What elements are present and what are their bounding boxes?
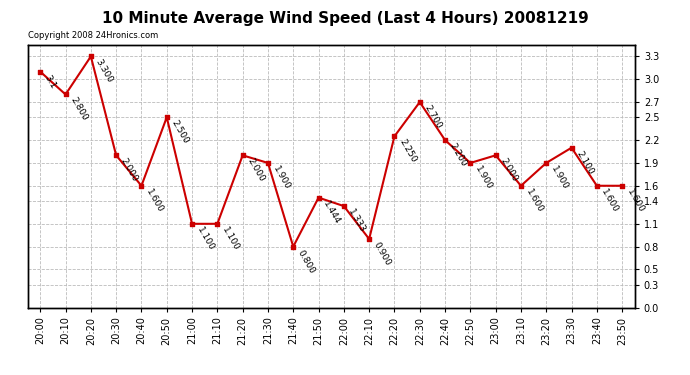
- Text: 3.300: 3.300: [94, 58, 115, 85]
- Point: [414, 99, 425, 105]
- Text: 1.600: 1.600: [144, 187, 165, 214]
- Point: [617, 183, 628, 189]
- Text: 1.900: 1.900: [549, 164, 570, 191]
- Text: 0.800: 0.800: [296, 248, 317, 275]
- Point: [389, 133, 400, 139]
- Text: 2.250: 2.250: [397, 138, 418, 164]
- Text: 2.500: 2.500: [170, 118, 190, 146]
- Point: [186, 221, 197, 227]
- Text: 10 Minute Average Wind Speed (Last 4 Hours) 20081219: 10 Minute Average Wind Speed (Last 4 Hou…: [101, 11, 589, 26]
- Text: 1.100: 1.100: [195, 225, 215, 252]
- Point: [515, 183, 526, 189]
- Point: [490, 152, 501, 158]
- Text: 1.900: 1.900: [270, 164, 291, 191]
- Text: 2.000: 2.000: [119, 157, 139, 183]
- Point: [136, 183, 147, 189]
- Point: [237, 152, 248, 158]
- Text: 1.900: 1.900: [473, 164, 494, 191]
- Text: 2.100: 2.100: [574, 149, 595, 176]
- Point: [34, 69, 46, 75]
- Point: [465, 160, 476, 166]
- Point: [86, 53, 97, 59]
- Text: 1.100: 1.100: [220, 225, 241, 252]
- Text: 0.900: 0.900: [372, 240, 393, 267]
- Point: [566, 145, 577, 151]
- Text: 1.444: 1.444: [322, 199, 342, 226]
- Point: [338, 203, 349, 209]
- Point: [364, 236, 375, 242]
- Point: [110, 152, 121, 158]
- Text: 2.200: 2.200: [448, 141, 469, 168]
- Text: 2.000: 2.000: [246, 157, 266, 183]
- Text: 2.000: 2.000: [498, 157, 519, 183]
- Point: [541, 160, 552, 166]
- Point: [262, 160, 273, 166]
- Point: [440, 137, 451, 143]
- Text: 3.1: 3.1: [43, 73, 58, 90]
- Point: [161, 114, 172, 120]
- Text: 2.800: 2.800: [68, 96, 89, 123]
- Text: 1.600: 1.600: [600, 187, 620, 214]
- Text: 2.700: 2.700: [422, 104, 443, 130]
- Point: [212, 221, 223, 227]
- Text: Copyright 2008 24Hronics.com: Copyright 2008 24Hronics.com: [28, 31, 158, 40]
- Text: 1.600: 1.600: [524, 187, 544, 214]
- Point: [288, 244, 299, 250]
- Point: [60, 92, 71, 98]
- Text: 1.333: 1.333: [346, 207, 367, 234]
- Point: [591, 183, 602, 189]
- Text: 1.600: 1.600: [625, 187, 646, 214]
- Point: [313, 195, 324, 201]
